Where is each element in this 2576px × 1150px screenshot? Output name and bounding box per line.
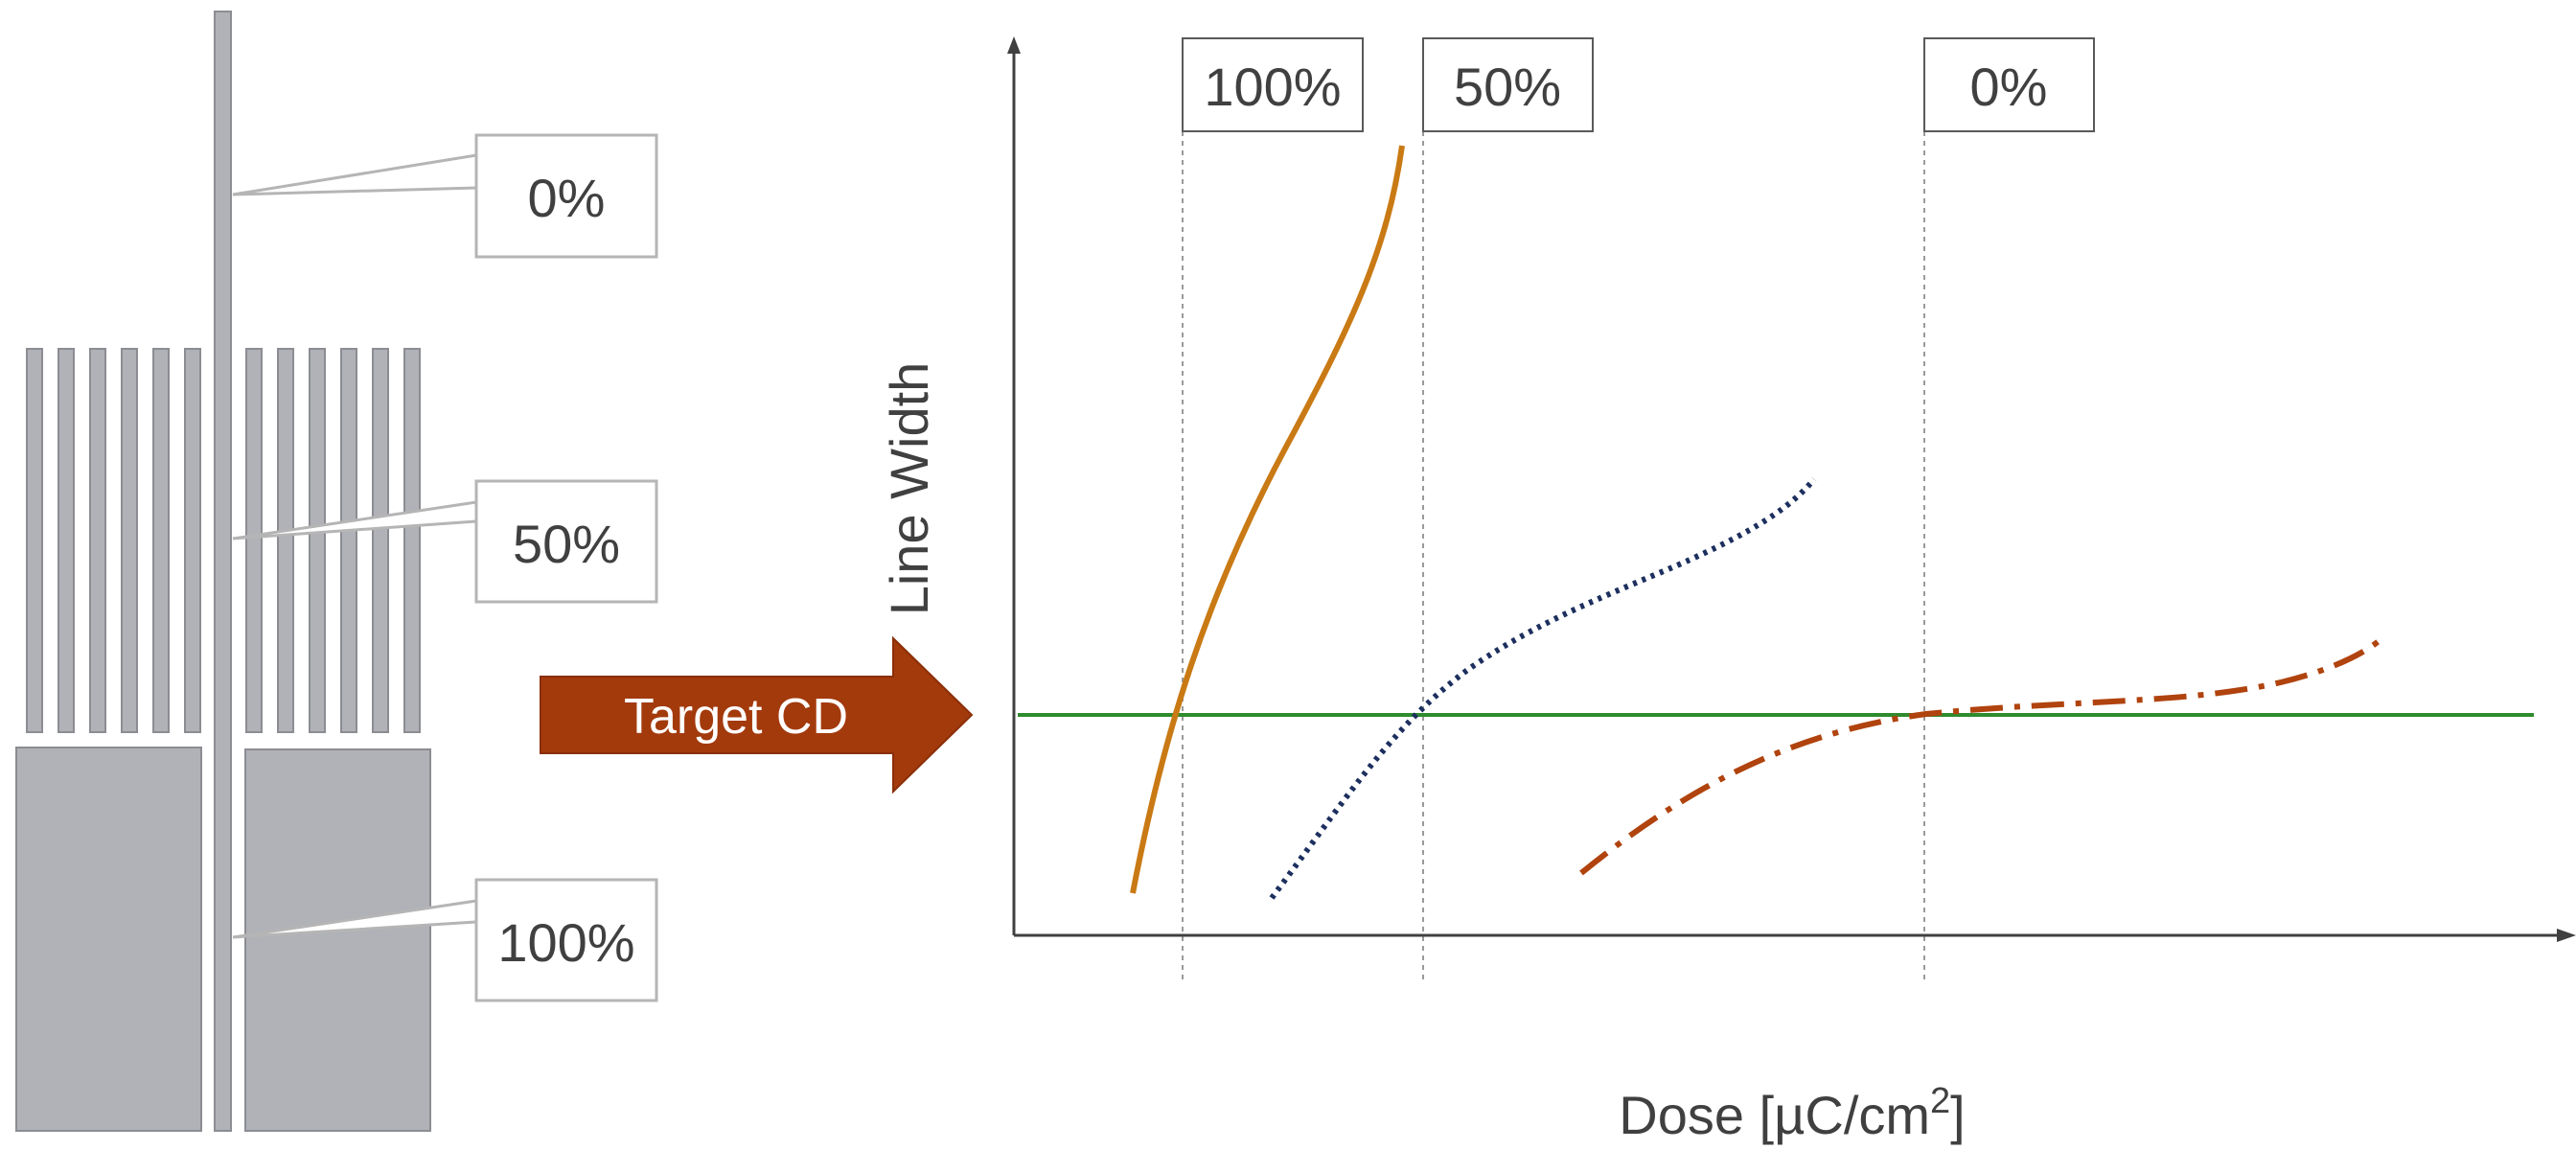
plot: 100% 50% 0% Line Width Dose [µC/cm2] [879,36,2576,1145]
curve-100-percent [1130,145,1405,894]
density-header-0: 0% [1923,37,2095,132]
density-label: 0% [1970,57,2048,117]
pad-left [15,747,202,1132]
callout-50: 50% [232,479,658,604]
callout-label: 0% [528,168,606,228]
grating-line [26,348,43,733]
callout-pointer [232,899,477,939]
arrow-label: Target CD [624,689,848,745]
x-axis-arrowhead [2557,929,2576,942]
grating-line [372,348,389,733]
grating-line [309,348,326,733]
axes [1007,36,2576,942]
grating-line [121,348,138,733]
density-guides [1182,131,1925,982]
callout-box [474,479,658,604]
target-cd-arrow: Target CD [540,635,974,794]
test-pattern: 0% 50% 100% [15,11,658,1132]
pad-right [244,748,431,1132]
curve-50-percent [1269,477,1817,900]
x-axis-label-end: ] [1950,1085,1966,1145]
density-header-100: 100% [1182,37,1364,132]
arrow-shape [540,635,974,794]
callout-pointer [232,153,477,196]
x-axis-label-superscript: 2 [1930,1081,1950,1121]
callout-box [474,133,658,259]
grating-line [89,348,106,733]
callout-label: 50% [513,514,620,574]
grating-line [152,348,170,733]
callout-label: 100% [497,912,634,973]
density-box [1422,37,1594,132]
callout-100: 100% [232,878,658,1002]
grating-line [58,348,75,733]
grating-line [277,348,294,733]
grating-lines [26,348,421,733]
density-label: 50% [1454,57,1561,117]
grating-line [340,348,357,733]
curve-0-percent [1579,632,2389,876]
callout-pointer [232,500,477,540]
density-label: 100% [1204,57,1341,117]
y-axis-label: Line Width [879,362,939,616]
density-header-50: 50% [1422,37,1594,132]
callout-0: 0% [232,133,658,259]
x-axis-label: Dose [µC/cm2] [1619,1081,1965,1145]
isolated-line [214,11,232,1132]
callout-box [474,878,658,1002]
y-axis-arrowhead [1007,36,1021,54]
grating-line [245,348,263,733]
density-box [1923,37,2095,132]
density-box [1182,37,1364,132]
grating-line [403,348,421,733]
x-axis-label-main: Dose [µC/cm [1619,1085,1930,1145]
grating-line [184,348,201,733]
